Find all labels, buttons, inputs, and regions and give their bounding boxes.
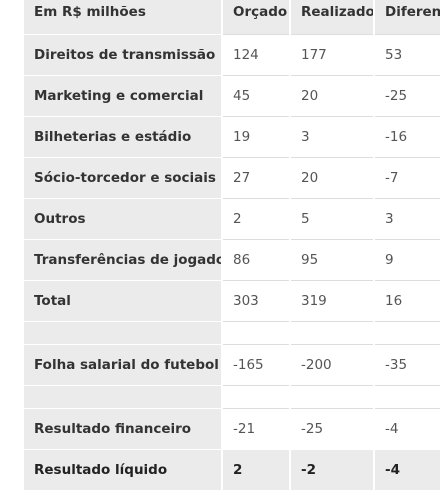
row-label: Transferências de jogadores xyxy=(24,239,223,281)
cell: 2 xyxy=(222,449,291,490)
cell: -35 xyxy=(374,344,440,386)
cell: 86 xyxy=(222,239,291,281)
column-header: Em R$ milhões xyxy=(24,0,223,35)
cell: 3 xyxy=(290,116,375,158)
row-label: Bilheterias e estádio xyxy=(24,116,223,158)
header-row: Em R$ milhõesOrçadoRealizadoDiferença xyxy=(24,0,440,35)
table-row: Bilheterias e estádio 19 3 -16 xyxy=(24,116,440,158)
table-row: Sócio-torcedor e sociais 27 20 -7 xyxy=(24,157,440,199)
row-label: Resultado financeiro xyxy=(24,408,223,450)
cell: 9 xyxy=(374,239,440,281)
cell: -165 xyxy=(222,344,291,386)
cell: -16 xyxy=(374,116,440,158)
cell: 19 xyxy=(222,116,291,158)
cell: 27 xyxy=(222,157,291,199)
column-header: Diferença xyxy=(374,0,440,35)
spacer-row xyxy=(24,321,440,345)
spacer-cell xyxy=(374,385,440,409)
table-row: Transferências de jogadores86959 xyxy=(24,239,440,281)
cell: 95 xyxy=(290,239,375,281)
cell: -21 xyxy=(222,408,291,450)
row-label: Direitos de transmissão xyxy=(24,34,223,76)
table: Em R$ milhõesOrçadoRealizadoDiferença Di… xyxy=(24,0,440,490)
column-header: Orçado xyxy=(222,0,291,35)
table-row: Marketing e comercial 45 20 -25 xyxy=(24,75,440,117)
cell: 3 xyxy=(374,198,440,240)
cell: 319 xyxy=(290,280,375,322)
table-row: Folha salarial do futebol -165 -200 -35 xyxy=(24,344,440,386)
row-label: Outros xyxy=(24,198,223,240)
table-row: Resultado financeiro -21 -25 -4 xyxy=(24,408,440,450)
table-row: Resultado líquido 2 -2 -4 xyxy=(24,449,440,490)
table-row: Outros 2 5 3 xyxy=(24,198,440,240)
cell: -25 xyxy=(374,75,440,117)
spacer-cell xyxy=(222,321,291,345)
cell: 124 xyxy=(222,34,291,76)
cell: 5 xyxy=(290,198,375,240)
row-label: Marketing e comercial xyxy=(24,75,223,117)
spacer-cell xyxy=(222,385,291,409)
column-header: Realizado xyxy=(290,0,375,35)
cell: 16 xyxy=(374,280,440,322)
spacer-cell xyxy=(24,321,223,345)
cell: 53 xyxy=(374,34,440,76)
table-row: Direitos de transmissão 124 177 53 xyxy=(24,34,440,76)
row-label: Total xyxy=(24,280,223,322)
spacer-cell xyxy=(24,385,223,409)
table-body: Direitos de transmissão 124 177 53 Marketing… xyxy=(24,34,440,490)
cell: -200 xyxy=(290,344,375,386)
cell: -25 xyxy=(290,408,375,450)
row-label: Resultado líquido xyxy=(24,449,223,490)
spacer-cell xyxy=(290,385,375,409)
cell: -4 xyxy=(374,449,440,490)
cell: -2 xyxy=(290,449,375,490)
cell: 45 xyxy=(222,75,291,117)
spacer-cell xyxy=(290,321,375,345)
cell: 177 xyxy=(290,34,375,76)
cell: 20 xyxy=(290,75,375,117)
spacer-cell xyxy=(374,321,440,345)
row-label: Folha salarial do futebol xyxy=(24,344,223,386)
table-container: Em R$ milhõesOrçadoRealizadoDiferença Di… xyxy=(24,0,440,502)
cell: 2 xyxy=(222,198,291,240)
cell: 303 xyxy=(222,280,291,322)
table-row: Total 303 319 16 xyxy=(24,280,440,322)
cell: -7 xyxy=(374,157,440,199)
cell: -4 xyxy=(374,408,440,450)
spacer-row xyxy=(24,385,440,409)
row-label: Sócio-torcedor e sociais xyxy=(24,157,223,199)
cell: 20 xyxy=(290,157,375,199)
